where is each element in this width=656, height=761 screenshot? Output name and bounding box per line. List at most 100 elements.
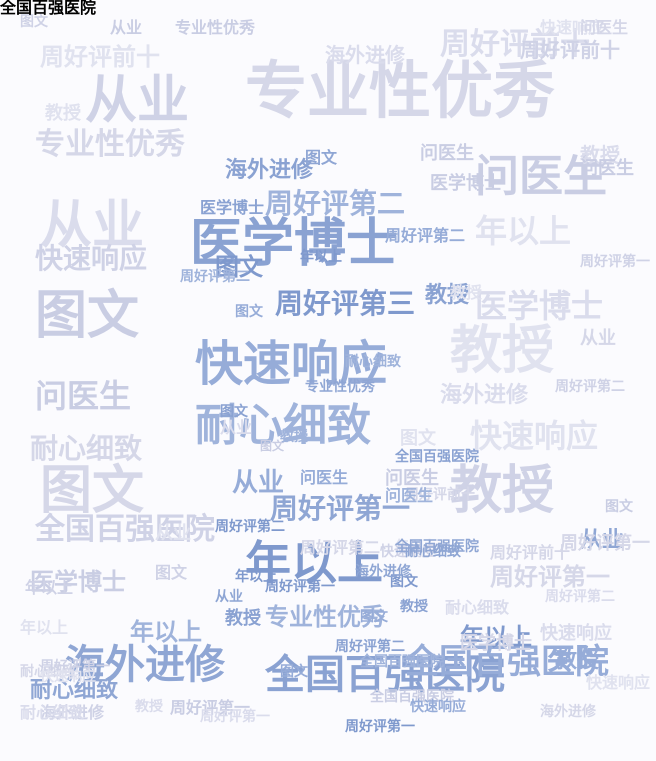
word: 快速响应 [380, 544, 436, 560]
word: 快速响应 [470, 417, 599, 455]
word: 周好评第二 [265, 187, 406, 220]
word: 周好评第二 [335, 639, 405, 655]
word: 全国百强医院 [395, 449, 479, 465]
word: 医学博士 [200, 198, 265, 217]
word: 全国百强医院 [395, 539, 479, 555]
word: 问医生 [35, 377, 132, 415]
word: 耐心细致 [405, 544, 461, 560]
word: 周好评前十 [490, 543, 571, 562]
word: 快速响应 [585, 673, 650, 692]
word: 周好评第二 [545, 589, 615, 605]
word: 图文 [215, 253, 263, 281]
word: 全国百强医院 [360, 654, 444, 670]
word: 快速响应 [195, 336, 388, 392]
word: 周好评第一 [560, 533, 650, 554]
word: 快速响应 [540, 18, 605, 37]
word: 周好评第一 [270, 492, 411, 525]
word: 海外进修 [65, 642, 225, 688]
word: 教授 [225, 608, 261, 629]
word: 耐心细致 [30, 678, 119, 703]
word: 周好评第三 [275, 287, 416, 320]
word: 医学博士 [475, 287, 604, 325]
word: 从业 [215, 589, 243, 605]
word: 耐心细致 [20, 664, 76, 680]
word: 教授 [400, 599, 428, 615]
word: 图文 [605, 499, 633, 515]
word: 图文 [390, 574, 418, 590]
word: 教授 [450, 461, 555, 521]
word: 耐心细致 [30, 432, 143, 465]
word: 问医生 [300, 468, 349, 487]
word: 海外进修 [355, 564, 411, 580]
word: 专业性优秀 [305, 379, 375, 395]
word: 问医生 [420, 143, 474, 164]
word: 周好评第一 [170, 698, 251, 717]
word: 周好评前十 [520, 38, 620, 62]
word: 从业 [110, 18, 143, 37]
word: 教授 [135, 699, 163, 715]
word: 周好评第二 [180, 269, 250, 285]
word: 从业 [580, 528, 625, 553]
word: 周好评第二 [385, 226, 466, 245]
word: 图文 [155, 563, 188, 582]
word: 年以上 [130, 618, 202, 646]
word: 问医生 [580, 158, 634, 179]
word: 年以上 [20, 618, 69, 637]
word: 医学博士 [190, 214, 399, 274]
word: 海外进修 [40, 703, 105, 722]
word: 年以上 [475, 212, 572, 250]
word: 全国百强医院 [265, 652, 505, 698]
word: 年以上 [395, 539, 437, 555]
word: 从业 [155, 523, 191, 544]
word: 全国百强医院 [35, 512, 215, 547]
word: 教授 [280, 429, 308, 445]
word: 从业 [220, 418, 253, 437]
word: 快速响应 [410, 699, 466, 715]
word: 专业性优秀 [245, 54, 556, 127]
word: 周好评第一 [200, 709, 270, 725]
word: 图文 [360, 609, 388, 625]
word: 全国百强医院 [405, 642, 609, 682]
word: 教授 [450, 321, 555, 381]
word: 从业 [580, 328, 616, 349]
word: 图文 [35, 286, 140, 346]
word: 周好评前十 [405, 487, 475, 503]
word: 图文 [260, 439, 285, 453]
word: 周好评第一 [345, 719, 415, 735]
word: 问医生 [385, 486, 434, 505]
word: 耐心细致 [445, 598, 510, 617]
word: 周好评第二 [555, 379, 625, 395]
word: 专业性优秀 [265, 603, 385, 631]
word: 全国百强医院 [0, 0, 97, 17]
word: 全国百强医院 [370, 689, 454, 705]
word: 图文 [235, 304, 263, 320]
word: 专业性优秀 [175, 18, 256, 37]
word: 图文 [305, 148, 338, 167]
word: 图文 [280, 664, 308, 680]
word: 医学博士 [460, 633, 532, 654]
word: 周好评第一 [40, 659, 110, 675]
word: 教授 [425, 283, 470, 308]
word: 耐心细致 [195, 400, 371, 451]
word: 耐心细致 [345, 354, 401, 370]
word: 周好评第一 [490, 563, 610, 591]
word: 海外进修 [440, 383, 529, 408]
word: 图文 [220, 404, 248, 420]
word: 快速响应 [35, 242, 148, 275]
word: 从业 [40, 196, 145, 256]
word: 教授 [450, 283, 483, 302]
word: 图文 [400, 428, 436, 449]
word: 快速响应 [40, 669, 96, 685]
word: 年以上 [460, 623, 532, 651]
word: 专业性优秀 [35, 127, 185, 162]
word: 年以上 [235, 569, 277, 585]
word: 年以上 [245, 536, 383, 590]
word: 快速响应 [540, 623, 612, 644]
word: 从业 [85, 71, 190, 131]
word: 教授 [580, 143, 620, 167]
word: 医学博士 [430, 173, 502, 194]
word: 图文 [40, 461, 145, 521]
word: 海外进修 [225, 158, 314, 183]
word: 海外进修 [325, 43, 405, 67]
